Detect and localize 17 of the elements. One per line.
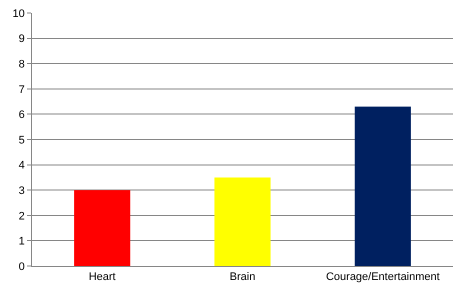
x-tick-label: Courage/Entertainment	[326, 271, 440, 284]
bar	[214, 177, 271, 266]
y-tick-label: 1	[18, 236, 25, 248]
y-tick-label: 0	[18, 260, 25, 273]
x-tick-label: Heart	[88, 271, 116, 284]
y-tick-label: 9	[18, 33, 25, 46]
y-tick-label: 8	[18, 58, 25, 70]
x-tick-label: Brain	[230, 271, 256, 284]
y-tick-label: 5	[18, 134, 25, 146]
y-tick-label: 4	[18, 160, 25, 172]
bar	[74, 190, 130, 266]
y-tick-label: 2	[18, 210, 25, 222]
y-tick-label: 3	[18, 184, 25, 197]
y-tick-label: 6	[18, 109, 25, 122]
bar	[354, 106, 411, 266]
y-tick-label: 7	[18, 84, 25, 96]
y-tick-label: 10	[12, 8, 25, 20]
